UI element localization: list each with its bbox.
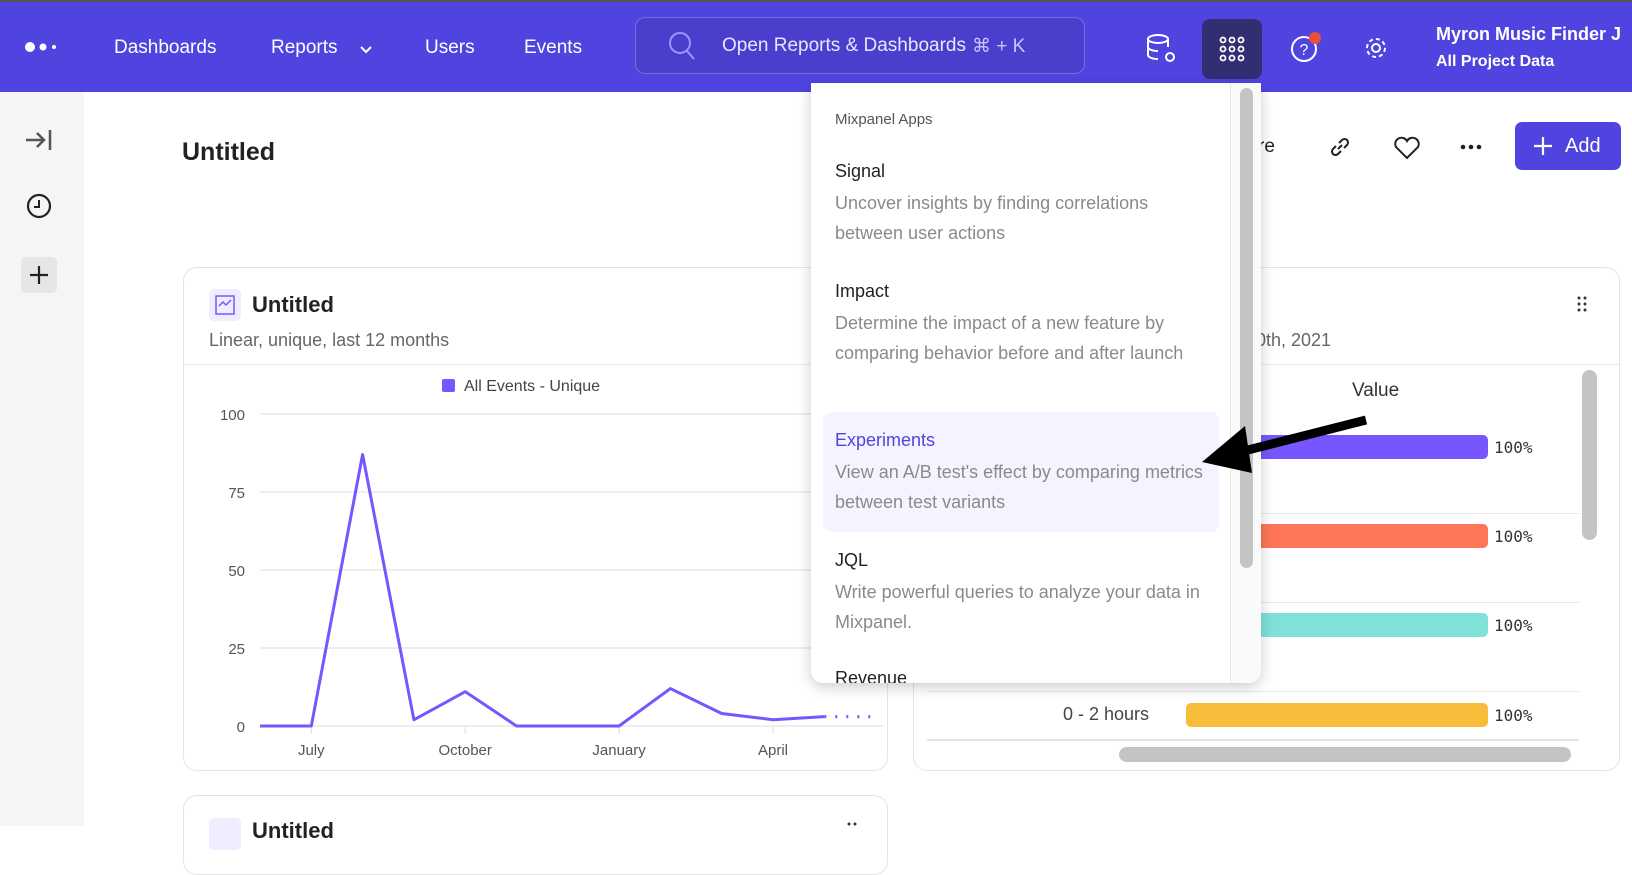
add-button[interactable]: [21, 257, 57, 293]
search-icon: [669, 32, 695, 60]
menu-item-experiments[interactable]: Experiments View an A/B test's effect by…: [823, 412, 1219, 532]
menu-item-title: Impact: [835, 281, 890, 301]
card-subtitle: Linear, unique, last 12 months: [209, 330, 450, 350]
line-chart-icon: [209, 818, 241, 850]
card-title[interactable]: Untitled: [252, 292, 334, 317]
bar-value: 100%: [1494, 616, 1533, 635]
x-tick-label: July: [298, 742, 325, 759]
column-header-value[interactable]: Value: [1352, 380, 1400, 401]
plus-icon: [30, 266, 48, 284]
menu-item-revenue[interactable]: Revenue: [835, 668, 908, 683]
row-label: 0 - 2 hours: [1063, 704, 1150, 724]
menu-item-title: Experiments: [835, 430, 936, 450]
x-tick-label: January: [592, 742, 646, 759]
nav-users[interactable]: Users: [425, 37, 475, 58]
add-label: Add: [1565, 135, 1601, 157]
drag-handle-icon[interactable]: [1577, 296, 1587, 312]
add-button-primary[interactable]: Add: [1515, 122, 1621, 170]
mixpanel-logo-icon[interactable]: [24, 40, 60, 54]
bar-row-4: [1186, 703, 1488, 727]
annotation-arrow-icon: [1202, 415, 1368, 473]
report-card-3: Untitled: [183, 795, 888, 875]
card-title[interactable]: Untitled: [252, 818, 334, 843]
share-button[interactable]: re: [1258, 136, 1275, 157]
nav-dashboards[interactable]: Dashboards: [114, 37, 217, 58]
bar-value: 100%: [1494, 527, 1533, 546]
y-tick-label: 50: [228, 563, 245, 580]
favorite-heart-icon[interactable]: [1393, 136, 1421, 160]
menu-item-desc: View an A/B test's effect by comparing m…: [835, 462, 1203, 512]
y-tick-label: 25: [228, 641, 245, 658]
bar-value: 100%: [1494, 706, 1533, 725]
y-tick-label: 75: [228, 485, 245, 502]
nav-reports[interactable]: Reports: [271, 37, 338, 58]
line-chart: All Events - Unique 0 25 50 75 100 July October…: [220, 378, 883, 759]
data-settings-icon[interactable]: [1146, 33, 1178, 65]
menu-item-title: Signal: [835, 161, 886, 181]
nav-events[interactable]: Events: [524, 37, 583, 58]
apps-grid-icon: [1219, 36, 1245, 62]
menu-scrollbar-track[interactable]: [1230, 83, 1261, 683]
plus-icon: [1534, 137, 1552, 155]
y-tick-label: 100: [220, 407, 245, 424]
legend-label: All Events - Unique: [464, 378, 600, 395]
project-scope[interactable]: All Project Data: [1436, 53, 1555, 70]
project-name[interactable]: Myron Music Finder J: [1436, 24, 1622, 44]
top-nav-bar: Dashboards Reports Users Events Open Rep…: [0, 0, 1632, 92]
chevron-down-icon[interactable]: [360, 46, 372, 54]
menu-item-desc: Uncover insights by finding correlations…: [835, 193, 1149, 243]
help-icon[interactable]: ?: [1290, 30, 1324, 64]
notification-dot: [1309, 32, 1321, 44]
legend-swatch: [442, 379, 455, 392]
mixpanel-apps-menu: Mixpanel Apps Signal Uncover insights by…: [811, 83, 1261, 683]
menu-item-title: JQL: [835, 550, 869, 570]
menu-item-desc: Write powerful queries to analyze your d…: [835, 582, 1200, 632]
line-chart-icon: [209, 289, 241, 321]
report-card-line: Untitled Linear, unique, last 12 months: [183, 267, 888, 771]
menu-item-desc: Determine the impact of a new feature by…: [835, 313, 1184, 363]
card-subtitle: 0th, 2021: [1256, 330, 1332, 350]
history-clock-icon[interactable]: [25, 192, 53, 220]
x-tick-label: October: [439, 742, 492, 759]
sidebar: [0, 92, 84, 826]
x-tick-label: April: [758, 742, 788, 759]
search-input[interactable]: Open Reports & Dashboards ⌘ + K: [635, 17, 1085, 74]
menu-scrollbar-thumb[interactable]: [1240, 88, 1253, 568]
page-title[interactable]: Untitled: [182, 138, 276, 166]
drag-handle-icon[interactable]: [847, 822, 857, 838]
menu-header: Mixpanel Apps: [835, 111, 933, 128]
search-shortcut: ⌘ + K: [972, 36, 1026, 57]
expand-sidebar-icon[interactable]: [24, 128, 54, 152]
search-placeholder: Open Reports & Dashboards: [722, 35, 966, 56]
horizontal-scrollbar[interactable]: [1119, 747, 1571, 762]
more-options-icon[interactable]: [1460, 143, 1482, 151]
link-icon[interactable]: [1328, 135, 1352, 159]
bar-value: 100%: [1494, 438, 1533, 457]
svg-text:?: ?: [1300, 42, 1309, 59]
divider: [184, 364, 887, 365]
settings-gear-icon[interactable]: [1362, 34, 1390, 62]
vertical-scrollbar[interactable]: [1582, 370, 1597, 540]
series-line: [260, 453, 825, 728]
apps-button[interactable]: [1202, 19, 1262, 79]
y-tick-label: 0: [237, 719, 245, 736]
